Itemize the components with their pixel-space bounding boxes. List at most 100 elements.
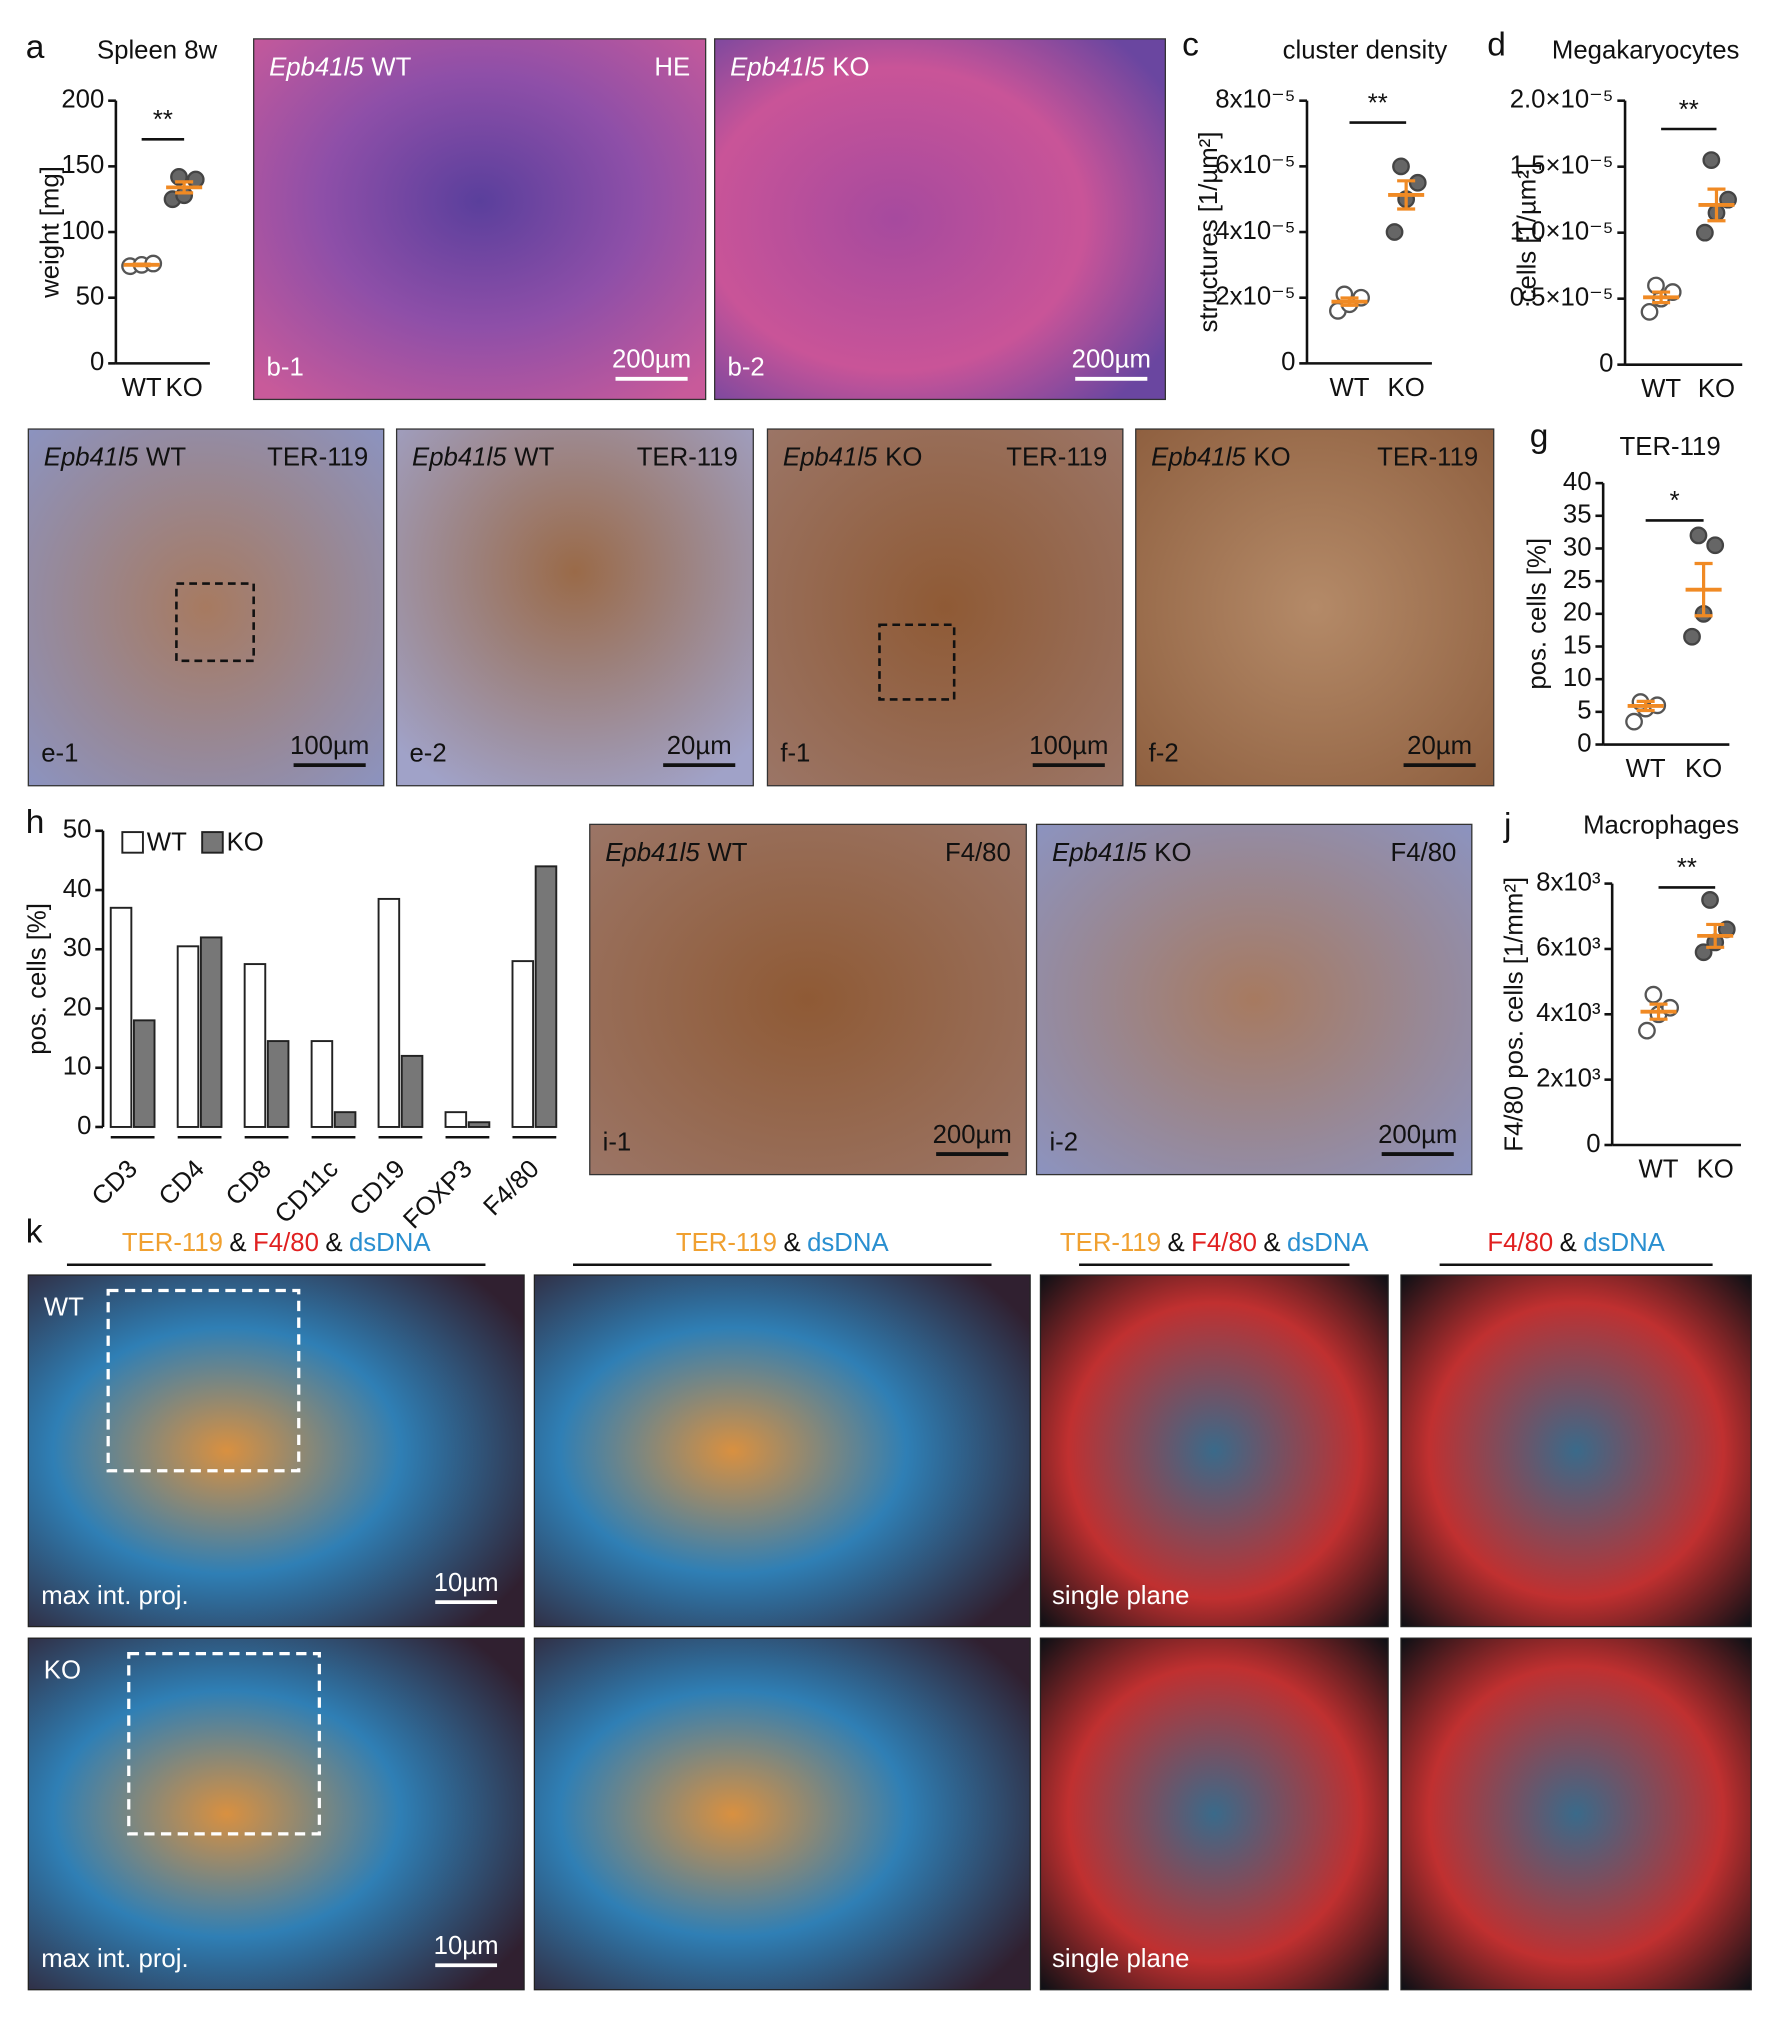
chart-title: cluster density xyxy=(1283,37,1448,65)
bar xyxy=(266,1040,290,1128)
scale-label: 200µm xyxy=(933,1121,1012,1149)
panel-id: f-2 xyxy=(1149,740,1179,768)
y-tick-label: 0 xyxy=(1577,729,1591,757)
micrograph xyxy=(714,38,1166,401)
channel-name: TER-119 xyxy=(122,1229,223,1257)
bar xyxy=(333,1111,357,1128)
plane-label: single plane xyxy=(1052,1945,1189,1973)
y-tick-label: 4x10⁻⁵ xyxy=(1215,217,1295,245)
data-point xyxy=(1392,157,1410,176)
legend-label: WT xyxy=(147,828,187,856)
gene-name: Epb41l5 xyxy=(1151,443,1246,471)
scale-label: 200µm xyxy=(1378,1121,1457,1149)
y-tick-label: 0 xyxy=(90,348,104,376)
data-point xyxy=(1385,223,1404,241)
significance: * xyxy=(1670,487,1680,515)
bar xyxy=(176,945,200,1128)
y-tick-label: 30 xyxy=(63,934,92,962)
y-tick-label: 35 xyxy=(1563,501,1592,529)
legend-swatch xyxy=(201,831,224,854)
micrograph-title: Epb41l5 KO xyxy=(1151,443,1290,471)
panel-id: i-2 xyxy=(1049,1129,1078,1157)
data-point xyxy=(1683,627,1701,646)
projection-label: max int. proj. xyxy=(41,1945,188,1973)
data-point xyxy=(186,170,205,189)
gene-name: Epb41l5 xyxy=(605,839,700,867)
bar xyxy=(444,1111,468,1128)
y-tick-label: 200 xyxy=(61,85,104,113)
panel-id: e-2 xyxy=(409,740,446,768)
scale-label: 100µm xyxy=(290,732,369,760)
significance: ** xyxy=(1679,96,1699,124)
x-tick-label: CD11c xyxy=(270,1155,344,1229)
data-point xyxy=(1408,173,1427,192)
data-point xyxy=(1706,536,1725,555)
channel-name: F4/80 xyxy=(1191,1229,1257,1257)
channel-name: & xyxy=(325,1229,342,1257)
data-point xyxy=(1696,223,1714,242)
data-point xyxy=(1638,1021,1656,1040)
y-axis-label: pos. cells [%] xyxy=(23,903,51,1055)
micrograph xyxy=(395,428,754,787)
bar xyxy=(243,963,267,1128)
micrograph-title: Epb41l5 KO xyxy=(1052,839,1191,867)
fluorescence-image xyxy=(533,1637,1031,1991)
stain-label: HE xyxy=(654,53,690,81)
gene-name: Epb41l5 xyxy=(730,53,825,81)
x-tick-label: KO xyxy=(1388,374,1425,402)
data-point xyxy=(1644,985,1663,1004)
bar xyxy=(132,1019,156,1128)
y-tick-label: 25 xyxy=(1563,566,1592,594)
genotype: WT xyxy=(514,443,554,471)
significance: ** xyxy=(1368,89,1388,117)
x-tick-label: WT xyxy=(1639,1156,1679,1184)
channel-name: dsDNA xyxy=(349,1229,431,1257)
y-tick-label: 5 xyxy=(1577,697,1591,725)
bar xyxy=(199,936,223,1128)
x-tick-label: WT xyxy=(122,374,162,402)
stain-label: TER-119 xyxy=(267,443,368,471)
y-tick-label: 6x10⁻⁵ xyxy=(1215,151,1295,179)
y-tick-label: 40 xyxy=(1563,468,1592,496)
x-tick-label: FOXP3 xyxy=(398,1155,478,1235)
gene-name: Epb41l5 xyxy=(44,443,139,471)
y-tick-label: 150 xyxy=(61,151,104,179)
fluorescence-image xyxy=(27,1274,525,1628)
scale-label: 20µm xyxy=(1407,732,1472,760)
micrograph-title: Epb41l5 WT xyxy=(412,443,555,471)
bar xyxy=(109,906,133,1128)
scale-label: 100µm xyxy=(1029,732,1108,760)
data-point xyxy=(1625,712,1643,731)
channel-name: TER-119 xyxy=(1060,1229,1161,1257)
y-tick-label: 2x10³ xyxy=(1536,1064,1601,1092)
panel-id: b-1 xyxy=(267,353,304,381)
x-tick-label: KO xyxy=(166,374,203,402)
bar xyxy=(467,1121,491,1128)
x-tick-label: WT xyxy=(1329,374,1369,402)
y-axis-label: pos. cells [%] xyxy=(1524,538,1552,690)
micrograph-title: Epb41l5 KO xyxy=(730,53,869,81)
genotype: WT xyxy=(146,443,186,471)
zoom-box xyxy=(878,623,956,701)
y-tick-label: 15 xyxy=(1563,631,1592,659)
x-tick-label: KO xyxy=(1698,375,1735,403)
y-tick-label: 1.5×10⁻⁵ xyxy=(1510,151,1614,179)
x-tick-label: CD4 xyxy=(154,1155,210,1211)
panel-letter: k xyxy=(26,1214,43,1251)
channel-name: & xyxy=(1263,1229,1280,1257)
plane-label: single plane xyxy=(1052,1582,1189,1610)
x-tick-label: KO xyxy=(1685,755,1722,783)
stain-label: TER-119 xyxy=(637,443,738,471)
gene-name: Epb41l5 xyxy=(269,53,364,81)
channel-header: TER-119 & F4/80 & dsDNA xyxy=(122,1229,432,1257)
data-point xyxy=(1640,302,1659,321)
micrograph-title: Epb41l5 WT xyxy=(269,53,412,81)
y-tick-label: 50 xyxy=(76,282,105,310)
stain-label: F4/80 xyxy=(1391,839,1457,867)
channel-name: F4/80 xyxy=(1487,1229,1553,1257)
scale-label: 200µm xyxy=(612,346,691,374)
stain-label: TER-119 xyxy=(1006,443,1107,471)
channel-name: dsDNA xyxy=(807,1229,889,1257)
y-tick-label: 30 xyxy=(1563,533,1592,561)
